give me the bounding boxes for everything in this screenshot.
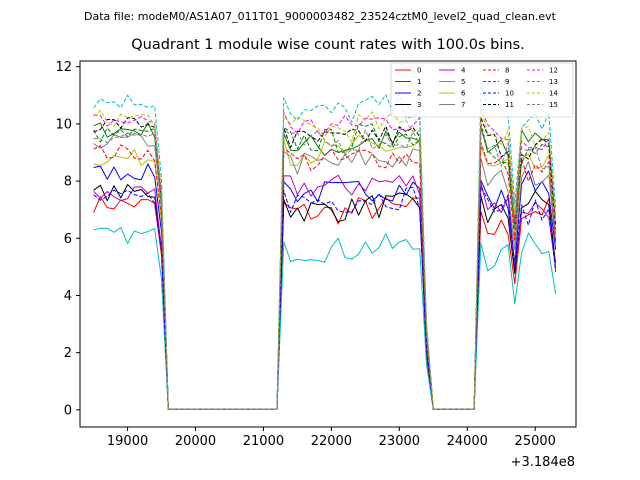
- legend-label-15: 15: [549, 101, 558, 109]
- legend-label-2: 2: [417, 90, 421, 98]
- x-axis-offset-label: +3.184e8: [511, 455, 575, 470]
- x-tick-label: 23000: [379, 434, 420, 449]
- legend-label-11: 11: [505, 101, 514, 109]
- chart-suptitle: Data file: modeM0/AS1A07_011T01_90000034…: [84, 10, 557, 23]
- plot-area: [93, 85, 557, 410]
- legend-label-10: 10: [505, 90, 514, 98]
- x-tick-label: 20000: [175, 434, 216, 449]
- legend-label-8: 8: [505, 67, 509, 75]
- legend-box: [390, 62, 574, 118]
- legend-label-5: 5: [461, 78, 465, 86]
- x-tick-label: 24000: [447, 434, 488, 449]
- legend-label-6: 6: [461, 90, 466, 98]
- y-tick-label: 8: [64, 175, 72, 190]
- x-tick-label: 25000: [515, 434, 556, 449]
- x-tick-label: 21000: [243, 434, 284, 449]
- y-tick-label: 2: [64, 346, 72, 361]
- y-tick-label: 6: [64, 232, 72, 247]
- series-line-15: [93, 126, 557, 410]
- legend-label-14: 14: [549, 90, 558, 98]
- chart-title: Quadrant 1 module wise count rates with …: [131, 37, 525, 53]
- legend-label-1: 1: [417, 78, 421, 86]
- legend-label-13: 13: [549, 78, 558, 86]
- x-tick-label: 22000: [311, 434, 352, 449]
- legend-label-12: 12: [549, 67, 558, 75]
- y-tick-label: 10: [55, 117, 72, 132]
- y-tick-label: 12: [55, 60, 72, 75]
- legend-label-3: 3: [417, 101, 421, 109]
- axes: 19000 20000 21000 22000 23000 24000 25000 0 2 4 6 8…: [55, 60, 577, 449]
- legend-label-9: 9: [505, 78, 509, 86]
- y-tick-label: 0: [64, 403, 72, 418]
- legend-label-4: 4: [461, 67, 466, 75]
- legend-label-7: 7: [461, 101, 465, 109]
- x-tick-label: 19000: [107, 434, 148, 449]
- y-tick-label: 4: [64, 289, 72, 304]
- axes-frame: [79, 60, 577, 428]
- legend-label-0: 0: [417, 67, 421, 75]
